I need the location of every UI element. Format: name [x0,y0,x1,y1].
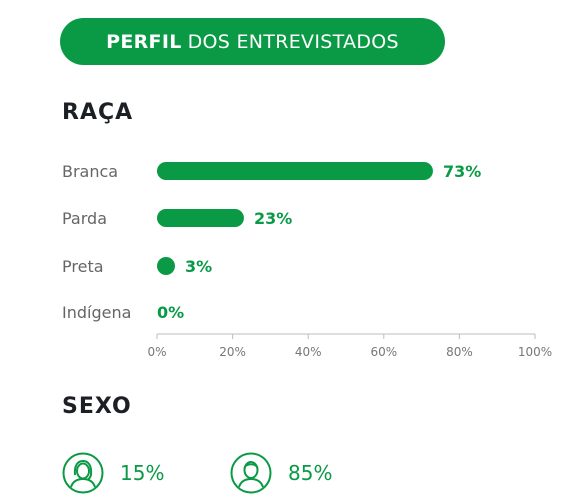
x-tick-label-0: 0% [147,345,166,359]
section-title-raca: RAÇA [62,100,134,125]
sexo-row: 15% 85% [62,452,562,494]
value-label-1: 23% [254,209,292,228]
section-title-sexo: SEXO [62,394,132,419]
header-title-rest: DOS ENTREVISTADOS [187,30,399,53]
bar-0 [157,162,433,180]
value-label-0: 73% [443,162,481,181]
header-title-bold: PERFIL [106,30,182,53]
value-label-2: 3% [185,257,212,276]
x-tick-label-2: 40% [295,345,322,359]
female-person-icon [62,452,104,494]
x-tick-label-3: 60% [370,345,397,359]
raca-bar-chart: Branca 73% Parda 23% Preta 3% Indígena 0% 0% 20% 4… [62,162,552,359]
male-person-icon [230,452,272,494]
category-label-1: Parda [62,209,107,228]
category-label-2: Preta [62,257,104,276]
x-tick-label-4: 80% [446,345,473,359]
sexo-item-female: 15% [62,452,164,494]
bar-1 [157,209,244,227]
sexo-female-value: 15% [120,461,165,485]
value-label-3: 0% [157,303,184,322]
header-pill: PERFIL DOS ENTREVISTADOS [60,18,445,65]
sexo-male-value: 85% [288,461,333,485]
category-label-3: Indígena [62,303,131,322]
bar-2 [157,257,175,275]
x-tick-label-5: 100% [518,345,552,359]
x-tick-label-1: 20% [219,345,246,359]
sexo-item-male: 85% [230,452,332,494]
category-label-0: Branca [62,162,118,181]
